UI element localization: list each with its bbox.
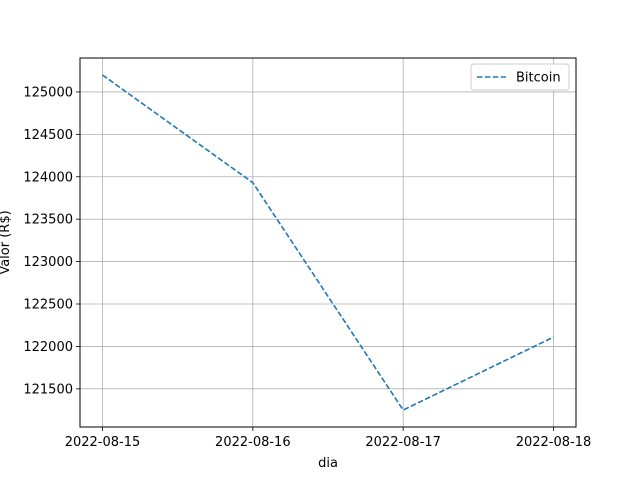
y-tick-label: 121500 bbox=[23, 382, 73, 397]
x-tick-label: 2022-08-16 bbox=[215, 435, 291, 450]
x-tick-label: 2022-08-18 bbox=[516, 435, 592, 450]
plot-area-frame bbox=[79, 57, 577, 428]
y-tick-label: 124000 bbox=[23, 170, 73, 185]
x-tick-label: 2022-08-17 bbox=[365, 435, 441, 450]
y-tick-label: 125000 bbox=[23, 85, 73, 100]
y-tick-label: 124500 bbox=[23, 128, 73, 143]
series-line-bitcoin bbox=[102, 74, 554, 412]
series-lines bbox=[102, 74, 554, 412]
legend: Bitcoin bbox=[470, 63, 570, 91]
y-axis-label: Valor (R$) bbox=[0, 210, 13, 274]
x-axis-label: dia bbox=[318, 456, 338, 471]
y-tick-label: 122000 bbox=[23, 340, 73, 355]
y-tick-label: 122500 bbox=[23, 298, 73, 313]
legend-box bbox=[470, 63, 570, 91]
x-axis-ticks: 2022-08-15 2022-08-16 2022-08-17 2022-08-18 bbox=[65, 427, 592, 450]
legend-label-bitcoin: Bitcoin bbox=[516, 71, 561, 86]
y-tick-label: 123000 bbox=[23, 255, 73, 270]
grid-lines bbox=[80, 58, 576, 427]
y-axis-ticks: 121500 122000 122500 123000 123500 124000 1245… bbox=[23, 85, 80, 397]
x-tick-label: 2022-08-15 bbox=[65, 435, 141, 450]
y-tick-label: 123500 bbox=[23, 213, 73, 228]
